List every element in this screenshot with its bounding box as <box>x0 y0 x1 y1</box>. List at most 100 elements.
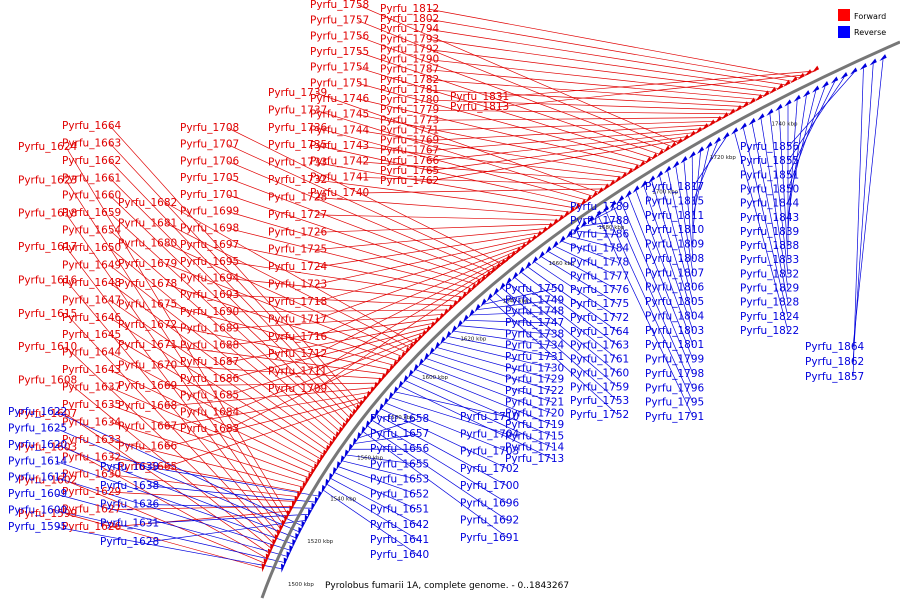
reverse-gene-label: Pyrfu_1857 <box>805 371 864 383</box>
forward-gene-label: Pyrfu_1616 <box>18 274 78 286</box>
callout-line <box>769 113 789 275</box>
callout-line <box>597 215 694 418</box>
forward-gene-mark <box>388 364 394 373</box>
tick-label: 1560 kbp <box>357 455 383 461</box>
reverse-gene-mark <box>429 347 435 356</box>
reverse-gene-mark <box>321 484 326 494</box>
forward-gene-label: Pyrfu_1662 <box>62 155 121 167</box>
reverse-gene-label: Pyrfu_1734 <box>505 340 565 352</box>
reverse-gene-mark <box>336 461 341 471</box>
reverse-gene-mark <box>602 205 609 214</box>
callout-line <box>651 180 694 317</box>
reverse-gene-label: Pyrfu_1639 <box>100 461 159 473</box>
callout-line <box>55 510 286 564</box>
callout-line <box>357 188 607 194</box>
callout-line <box>427 120 719 131</box>
reverse-gene-mark <box>468 309 475 318</box>
reverse-gene-label: Pyrfu_1749 <box>505 294 564 306</box>
forward-gene-mark <box>366 390 372 400</box>
reverse-gene-mark <box>369 414 375 424</box>
forward-gene-label: Pyrfu_1626 <box>62 521 122 533</box>
callout-line <box>372 420 509 504</box>
forward-gene-label: Pyrfu_1617 <box>18 241 77 253</box>
forward-gene-label: Pyrfu_1754 <box>310 62 370 74</box>
callout-line <box>315 179 572 213</box>
reverse-gene-mark <box>434 341 441 351</box>
forward-gene-label: Pyrfu_1758 <box>310 0 369 11</box>
forward-gene-mark <box>811 65 820 73</box>
callout-line <box>427 59 766 97</box>
reverse-gene-label: Pyrfu_1631 <box>100 517 159 529</box>
reverse-gene-label: Pyrfu_1763 <box>570 340 629 352</box>
reverse-gene-mark <box>289 545 294 555</box>
forward-gene-label: Pyrfu_1741 <box>310 171 369 183</box>
reverse-gene-label: Pyrfu_1811 <box>645 210 704 222</box>
reverse-gene-mark <box>418 358 424 368</box>
forward-gene-label: Pyrfu_1812 <box>380 3 439 15</box>
reverse-gene-label: Pyrfu_1777 <box>570 270 629 282</box>
forward-gene-mark <box>338 426 344 436</box>
callout-line <box>227 294 455 307</box>
forward-gene-label: Pyrfu_1767 <box>380 145 439 157</box>
reverse-gene-mark <box>573 225 580 234</box>
reverse-gene-mark <box>408 369 414 379</box>
reverse-gene-label: Pyrfu_1803 <box>645 325 704 337</box>
callout-line <box>109 491 297 502</box>
callout-line <box>659 176 694 303</box>
reverse-gene-mark <box>531 256 538 265</box>
reverse-gene-label: Pyrfu_1753 <box>570 395 629 407</box>
forward-gene-label: Pyrfu_1711 <box>268 366 327 378</box>
callout-line <box>315 243 529 320</box>
forward-gene-label: Pyrfu_1756 <box>310 30 370 42</box>
reverse-gene-label: Pyrfu_1748 <box>505 306 564 318</box>
forward-gene-label: Pyrfu_1668 <box>118 400 177 412</box>
callout-line <box>165 396 369 448</box>
forward-gene-label: Pyrfu_1689 <box>180 323 239 335</box>
forward-gene-label: Pyrfu_1679 <box>118 258 177 270</box>
reverse-gene-label: Pyrfu_1839 <box>740 226 799 238</box>
callout-line <box>227 326 433 380</box>
forward-gene-mark <box>783 79 791 87</box>
callout-line <box>359 418 419 439</box>
callout-line <box>548 251 619 291</box>
forward-gene-label: Pyrfu_1687 <box>180 356 239 368</box>
callout-line <box>497 74 809 108</box>
reverse-gene-label: Pyrfu_1817 <box>645 181 704 193</box>
reverse-gene-label: Pyrfu_1642 <box>370 519 429 531</box>
forward-gene-label: Pyrfu_1779 <box>380 104 439 116</box>
reverse-gene-mark <box>511 272 519 281</box>
reverse-gene-label: Pyrfu_1652 <box>370 489 429 501</box>
callout-line <box>427 124 712 141</box>
callout-line <box>583 220 619 227</box>
reverse-gene-label: Pyrfu_1804 <box>645 310 705 322</box>
callout-line <box>65 446 269 560</box>
reverse-gene-label: Pyrfu_1702 <box>460 463 519 475</box>
forward-gene-mark <box>608 179 616 188</box>
callout-line <box>315 227 550 251</box>
reverse-gene-mark <box>374 409 380 418</box>
callout-line <box>330 478 419 526</box>
reverse-gene-mark <box>624 190 632 199</box>
forward-gene-label: Pyrfu_1644 <box>62 347 122 359</box>
reverse-gene-mark <box>348 443 354 453</box>
reverse-gene-label: Pyrfu_1731 <box>505 351 564 363</box>
callout-line <box>363 431 509 539</box>
forward-gene-mark <box>530 234 537 243</box>
forward-gene-mark <box>504 254 512 263</box>
callout-line <box>635 190 694 346</box>
reverse-gene-label: Pyrfu_1730 <box>505 362 564 374</box>
legend: Forward Reverse <box>838 9 886 38</box>
reverse-gene-mark <box>688 151 696 159</box>
forward-gene-mark <box>591 191 598 199</box>
callout-line <box>357 67 655 159</box>
forward-gene-mark <box>776 83 784 91</box>
reverse-gene-mark <box>640 180 648 189</box>
reverse-gene-label: Pyrfu_1761 <box>570 354 629 366</box>
callout-line <box>55 460 295 545</box>
callout-line <box>612 205 694 389</box>
callout-line <box>787 77 845 162</box>
reverse-gene-mark <box>304 514 309 524</box>
reverse-gene-label: Pyrfu_1655 <box>370 458 429 470</box>
forward-gene-mark <box>632 164 640 172</box>
callout-line <box>109 334 322 460</box>
